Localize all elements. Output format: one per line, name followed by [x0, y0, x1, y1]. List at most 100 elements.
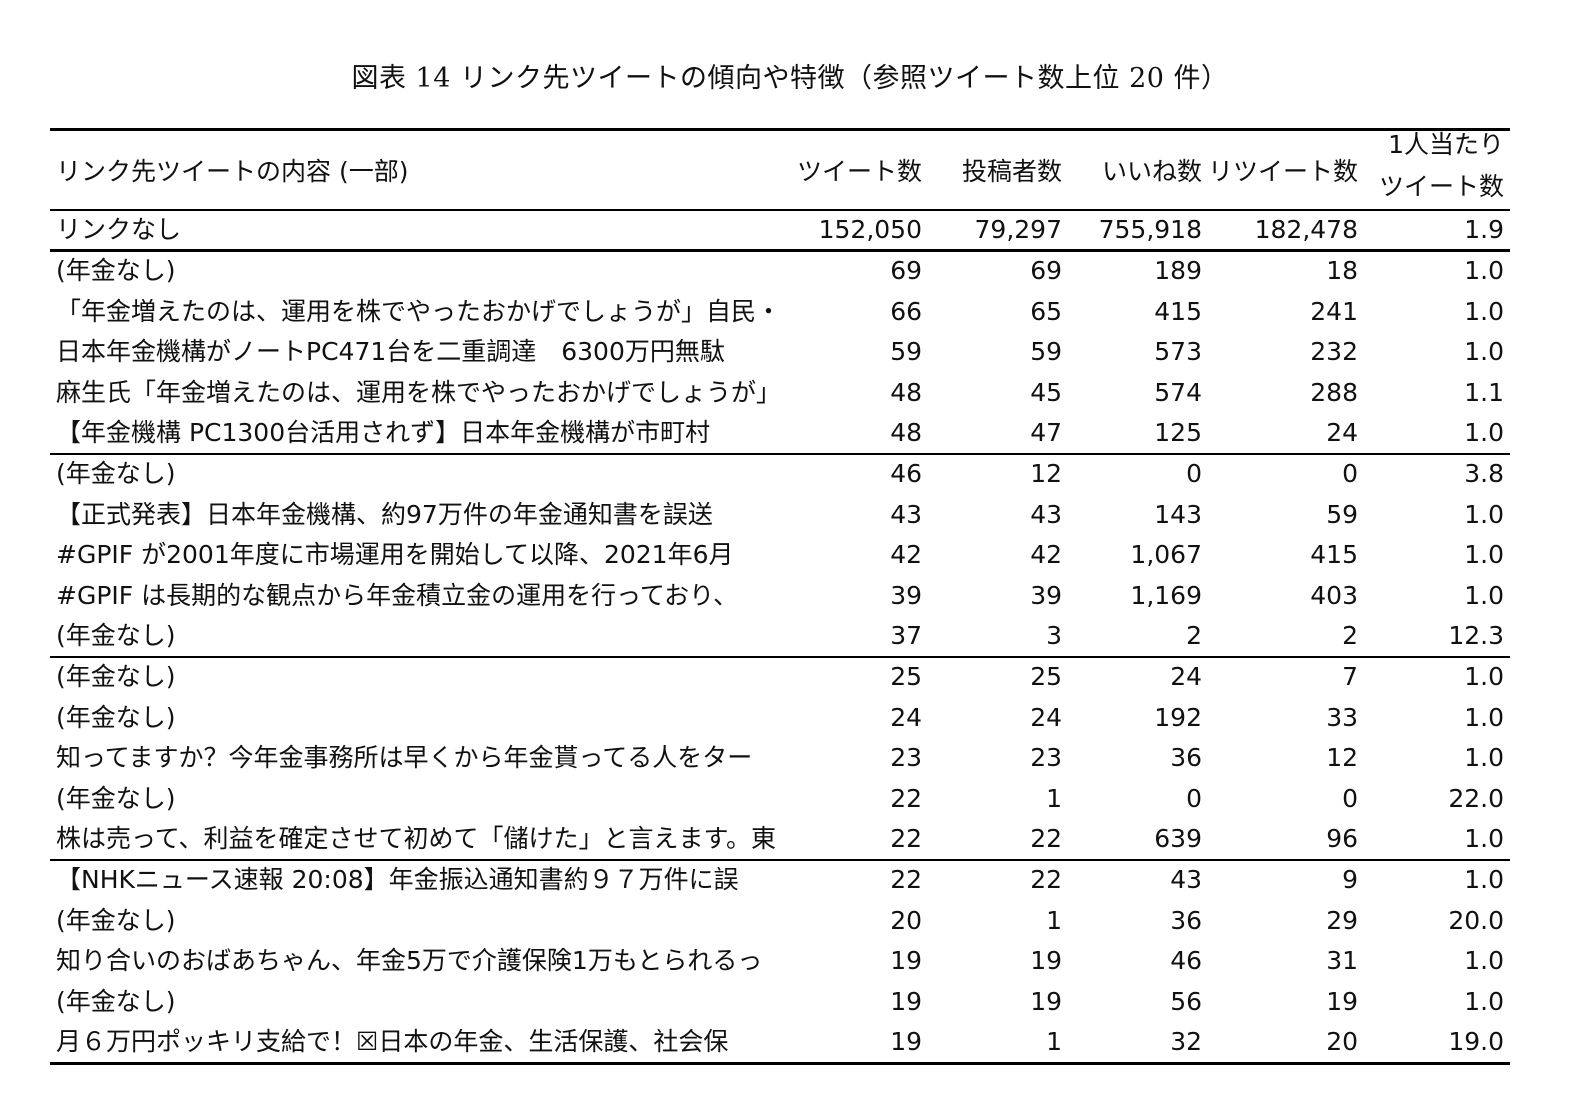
- cell-content: (年金なし): [56, 986, 176, 1016]
- cell-tweets: 22: [890, 783, 922, 813]
- divider: [50, 249, 1510, 252]
- cell-likes: 755,918: [1098, 215, 1202, 244]
- header-tweets: ツイート数: [796, 157, 922, 186]
- cell-content: (年金なし): [56, 662, 176, 691]
- cell-per-person: 1.0: [1464, 743, 1504, 773]
- cell-retweets: 19: [1326, 986, 1358, 1016]
- cell-posters: 19: [1030, 986, 1062, 1016]
- cell-tweets: 39: [890, 580, 922, 610]
- cell-content: (年金なし): [56, 621, 176, 651]
- cell-tweets: 19: [890, 1027, 922, 1057]
- table-row: #GPIF は長期的な観点から年金積立金の運用を行っており、 39 39 1,169 4…: [50, 576, 1510, 617]
- cell-retweets: 288: [1310, 377, 1358, 407]
- cell-retweets: 9: [1342, 865, 1358, 894]
- cell-tweets: 22: [890, 824, 922, 854]
- cell-posters: 19: [1030, 946, 1062, 976]
- cell-likes: 2: [1186, 621, 1202, 651]
- cell-content: 麻生氏「年金増えたのは、運用を株でやったおかげでしょうが」: [56, 377, 776, 407]
- cell-retweets: 96: [1326, 824, 1358, 854]
- cell-tweets: 48: [890, 418, 922, 448]
- cell-tweets: 43: [890, 499, 922, 529]
- cell-retweets: 232: [1310, 337, 1358, 367]
- table-row: (年金なし) 46 12 0 0 3.8: [50, 454, 1510, 495]
- cell-per-person: 1.0: [1464, 256, 1504, 285]
- cell-retweets: 0: [1342, 459, 1358, 488]
- cell-retweets: 7: [1342, 662, 1358, 691]
- cell-likes: 1,169: [1130, 580, 1202, 610]
- cell-tweets: 22: [890, 865, 922, 894]
- cell-per-person: 1.0: [1464, 986, 1504, 1016]
- cell-posters: 42: [1030, 540, 1062, 570]
- table-row: 【正式発表】日本年金機構、約97万件の年金通知書を誤送 43 43 143 59 1.0: [50, 495, 1510, 536]
- cell-content: #GPIF が2001年度に市場運用を開始して以降、2021年6月: [56, 540, 734, 570]
- divider: [50, 128, 1510, 131]
- cell-retweets: 182,478: [1254, 215, 1358, 244]
- table-row: (年金なし) 69 69 189 18 1.0: [50, 251, 1510, 292]
- cell-posters: 59: [1030, 337, 1062, 367]
- table-header: リンク先ツイートの内容 (一部) ツイート数 投稿者数 いいね数 リツイート数 …: [50, 128, 1510, 210]
- cell-posters: 3: [1046, 621, 1062, 651]
- divider: [50, 209, 1510, 211]
- cell-posters: 43: [1030, 499, 1062, 529]
- cell-posters: 79,297: [974, 215, 1062, 244]
- cell-tweets: 19: [890, 986, 922, 1016]
- cell-posters: 12: [1030, 459, 1062, 488]
- cell-likes: 574: [1154, 377, 1202, 407]
- summary-row: リンクなし 152,050 79,297 755,918 182,478 1.9: [50, 210, 1510, 251]
- table-row: (年金なし) 37 3 2 2 12.3: [50, 616, 1510, 657]
- cell-tweets: 19: [890, 946, 922, 976]
- cell-per-person: 1.0: [1464, 296, 1504, 326]
- cell-content: 株は売って、利益を確定させて初めて「儲けた」と言えます。東: [56, 824, 776, 854]
- cell-likes: 36: [1170, 743, 1202, 773]
- cell-posters: 1: [1046, 905, 1062, 935]
- header-retweets: リツイート数: [1207, 157, 1358, 186]
- table-row: (年金なし) 20 1 36 29 20.0: [50, 901, 1510, 942]
- cell-posters: 1: [1046, 1027, 1062, 1057]
- table-row: (年金なし) 25 25 24 7 1.0: [50, 657, 1510, 698]
- cell-likes: 639: [1154, 824, 1202, 854]
- table-row: 知り合いのおばあちゃん、年金5万で介護保険1万もとられるっ 19 19 46 31 1.0: [50, 941, 1510, 982]
- table-row: 知ってますか？今年金事務所は早くから年金貰ってる人をター 23 23 36 12 1.0: [50, 738, 1510, 779]
- cell-content: リンクなし: [56, 215, 182, 244]
- header-per-person-line1: 1人当たり: [1388, 130, 1504, 159]
- cell-per-person: 1.0: [1464, 946, 1504, 976]
- cell-content: #GPIF は長期的な観点から年金積立金の運用を行っており、: [56, 580, 739, 610]
- cell-per-person: 20.0: [1448, 905, 1504, 935]
- cell-per-person: 19.0: [1448, 1027, 1504, 1057]
- divider: [50, 453, 1510, 455]
- cell-posters: 1: [1046, 783, 1062, 813]
- cell-tweets: 48: [890, 377, 922, 407]
- cell-posters: 22: [1030, 824, 1062, 854]
- cell-likes: 36: [1170, 905, 1202, 935]
- cell-tweets: 24: [890, 702, 922, 732]
- table-row: 株は売って、利益を確定させて初めて「儲けた」と言えます。東 22 22 639 96 1.…: [50, 819, 1510, 860]
- cell-content: 【年金機構 PC1300台活用されず】日本年金機構が市町村: [56, 418, 711, 448]
- cell-likes: 415: [1154, 296, 1202, 326]
- cell-likes: 43: [1170, 865, 1202, 894]
- cell-posters: 39: [1030, 580, 1062, 610]
- cell-tweets: 46: [890, 459, 922, 488]
- cell-tweets: 23: [890, 743, 922, 773]
- cell-likes: 56: [1170, 986, 1202, 1016]
- cell-posters: 25: [1030, 662, 1062, 691]
- header-posters: 投稿者数: [961, 157, 1062, 186]
- divider: [50, 1062, 1510, 1065]
- cell-posters: 47: [1030, 418, 1062, 448]
- cell-retweets: 59: [1326, 499, 1358, 529]
- cell-per-person: 1.0: [1464, 824, 1504, 854]
- cell-per-person: 1.0: [1464, 662, 1504, 691]
- cell-retweets: 20: [1326, 1027, 1358, 1057]
- cell-per-person: 1.1: [1464, 377, 1504, 407]
- table-row: 月６万円ポッキリ支給で！☒日本の年金、生活保護、社会保 19 1 32 20 19.0: [50, 1022, 1510, 1063]
- table-row: (年金なし) 22 1 0 0 22.0: [50, 779, 1510, 820]
- header-likes: いいね数: [1101, 157, 1202, 186]
- cell-retweets: 29: [1326, 905, 1358, 935]
- cell-retweets: 12: [1326, 743, 1358, 773]
- cell-per-person: 12.3: [1448, 621, 1504, 651]
- cell-per-person: 1.9: [1464, 215, 1504, 244]
- cell-tweets: 152,050: [818, 215, 922, 244]
- cell-per-person: 1.0: [1464, 580, 1504, 610]
- cell-likes: 0: [1186, 459, 1202, 488]
- cell-retweets: 24: [1326, 418, 1358, 448]
- cell-likes: 143: [1154, 499, 1202, 529]
